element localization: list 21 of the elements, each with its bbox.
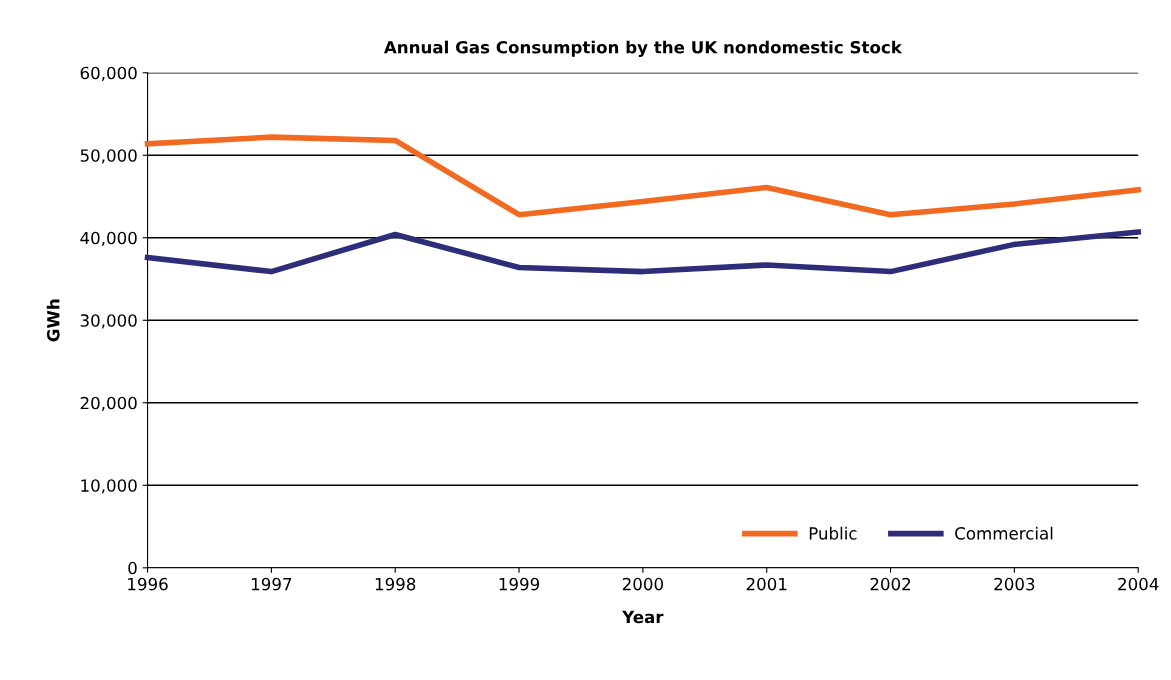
y-tick-label: 60,000 bbox=[80, 66, 137, 82]
y-axis-title: GWh bbox=[46, 299, 60, 342]
y-tick-label: 10,000 bbox=[81, 479, 137, 494]
legend-label: Public bbox=[809, 526, 857, 540]
x-tick-label: 1999 bbox=[499, 577, 540, 591]
x-axis-title: Year bbox=[622, 610, 664, 624]
x-tick-label: 2002 bbox=[870, 577, 911, 591]
legend-label: Commercial bbox=[955, 526, 1053, 540]
x-tick-label: 2001 bbox=[746, 577, 787, 591]
y-tick-label: 20,000 bbox=[80, 396, 137, 412]
y-tick-label: 30,000 bbox=[80, 314, 137, 329]
x-tick-label: 2000 bbox=[622, 577, 663, 591]
chart-title: Annual Gas Consumption by the UK nondomestic Stock bbox=[383, 40, 903, 57]
y-tick-label: 0 bbox=[128, 561, 137, 575]
x-tick-label: 1997 bbox=[252, 577, 292, 591]
x-tick-label: 2004 bbox=[1118, 577, 1159, 591]
x-tick-label: 2003 bbox=[994, 577, 1035, 591]
x-tick-label: 1998 bbox=[375, 577, 416, 591]
y-tick-label: 40,000 bbox=[80, 231, 137, 247]
x-tick-label: 1996 bbox=[128, 577, 168, 591]
y-tick-label: 50,000 bbox=[80, 149, 137, 164]
